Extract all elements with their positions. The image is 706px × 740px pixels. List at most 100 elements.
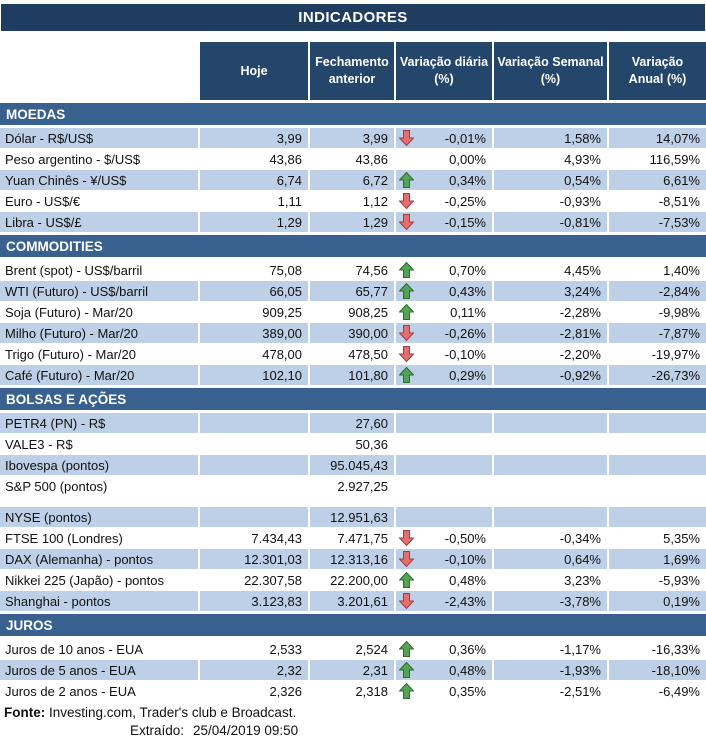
cell-label: S&P 500 (pontos) [0, 476, 198, 496]
cell-label: Yuan Chinês - ¥/US$ [0, 170, 198, 190]
cell-variacao-diaria: -0,25% [396, 191, 492, 211]
cell-variacao-anual: -6,49% [609, 681, 706, 701]
cell-hoje: 102,10 [200, 365, 308, 385]
table-row: Nikkei 225 (Japão) - pontos 22.307,58 22.2… [0, 570, 706, 590]
cell-label: Juros de 10 anos - EUA [0, 639, 198, 659]
cell-variacao-semanal: -0,34% [494, 528, 607, 548]
column-header-5: Variação Anual (%) [609, 42, 706, 100]
cell-variacao-anual: -7,53% [609, 212, 706, 232]
footer: Fonte: Investing.com, Trader's club e Br… [0, 705, 706, 740]
page-title-text: INDICADORES [298, 9, 408, 26]
cell-hoje: 2,326 [200, 681, 308, 701]
table-row: Trigo (Futuro) - Mar/20 478,00 478,50 -0,10… [0, 344, 706, 364]
cell-variacao-diaria: -0,10% [396, 344, 492, 364]
cell-fechamento: 50,36 [310, 434, 394, 454]
cell-variacao-semanal: -2,20% [494, 344, 607, 364]
cell-variacao-diaria: 0,36% [396, 639, 492, 659]
column-header-4: Variação Semanal (%) [494, 42, 607, 100]
cell-variacao-semanal: -0,92% [494, 365, 607, 385]
cell-hoje: 2,32 [200, 660, 308, 680]
cell-fechamento: 908,25 [310, 302, 394, 322]
cell-variacao-anual [609, 434, 706, 454]
cell-variacao-anual: -18,10% [609, 660, 706, 680]
extracted-value: 25/04/2019 09:50 [193, 722, 299, 738]
cell-fechamento: 12.951,63 [310, 507, 394, 527]
cell-hoje: 1,29 [200, 212, 308, 232]
cell-variacao-semanal: -3,78% [494, 591, 607, 611]
cell-variacao-diaria: -0,26% [396, 323, 492, 343]
table-row: WTI (Futuro) - US$/barril 66,05 65,77 0,43%… [0, 281, 706, 301]
cell-fechamento: 43,86 [310, 149, 394, 169]
up-arrow-icon [399, 662, 414, 678]
cell-variacao-diaria: 0,43% [396, 281, 492, 301]
table-row: Brent (spot) - US$/barril 75,08 74,56 0,70%… [0, 260, 706, 280]
cell-hoje: 389,00 [200, 323, 308, 343]
cell-fechamento: 3.201,61 [310, 591, 394, 611]
cell-variacao-semanal: -1,93% [494, 660, 607, 680]
source-line: Fonte: Investing.com, Trader's club e Br… [4, 705, 706, 722]
cell-variacao-semanal: 4,93% [494, 149, 607, 169]
cell-variacao-diaria: 0,48% [396, 570, 492, 590]
table-row: S&P 500 (pontos) 2.927,25 [0, 476, 706, 496]
cell-variacao-anual: 14,07% [609, 128, 706, 148]
down-arrow-icon [399, 551, 414, 567]
table-row: Dólar - R$/US$ 3,99 3,99 -0,01% 1,58% 14,07% [0, 128, 706, 148]
cell-hoje: 75,08 [200, 260, 308, 280]
up-arrow-icon [399, 683, 414, 699]
cell-variacao-semanal [494, 507, 607, 527]
table-row: Shanghai - pontos 3.123,83 3.201,61 -2,43% -… [0, 591, 706, 611]
spacer-row [0, 497, 706, 507]
table-row: Yuan Chinês - ¥/US$ 6,74 6,72 0,34% 0,54% 6,6… [0, 170, 706, 190]
cell-label: Milho (Futuro) - Mar/20 [0, 323, 198, 343]
cell-label: VALE3 - R$ [0, 434, 198, 454]
cell-hoje: 7.434,43 [200, 528, 308, 548]
cell-fechamento: 1,29 [310, 212, 394, 232]
cell-fechamento: 3,99 [310, 128, 394, 148]
up-arrow-icon [399, 262, 414, 278]
cell-label: FTSE 100 (Londres) [0, 528, 198, 548]
cell-label: Nikkei 225 (Japão) - pontos [0, 570, 198, 590]
cell-variacao-semanal: -1,17% [494, 639, 607, 659]
table-row: Juros de 10 anos - EUA 2,533 2,524 0,36% -1,… [0, 639, 706, 659]
cell-fechamento: 6,72 [310, 170, 394, 190]
up-arrow-icon [399, 172, 414, 188]
down-arrow-icon [399, 325, 414, 341]
cell-label: DAX (Alemanha) - pontos [0, 549, 198, 569]
cell-label: Café (Futuro) - Mar/20 [0, 365, 198, 385]
cell-fechamento: 27,60 [310, 413, 394, 433]
up-arrow-icon [399, 367, 414, 383]
cell-variacao-diaria: -0,15% [396, 212, 492, 232]
cell-hoje [200, 434, 308, 454]
down-arrow-icon [399, 346, 414, 362]
cell-hoje [200, 413, 308, 433]
source-label: Fonte: [4, 705, 46, 720]
table-row: Café (Futuro) - Mar/20 102,10 101,80 0,29% -… [0, 365, 706, 385]
table-row: FTSE 100 (Londres) 7.434,43 7.471,75 -0,50%… [0, 528, 706, 548]
cell-variacao-semanal: 3,23% [494, 570, 607, 590]
table-row: Milho (Futuro) - Mar/20 389,00 390,00 -0,26… [0, 323, 706, 343]
cell-label: Juros de 2 anos - EUA [0, 681, 198, 701]
cell-fechamento: 95.045,43 [310, 455, 394, 475]
cell-fechamento: 1,12 [310, 191, 394, 211]
cell-variacao-semanal [494, 413, 607, 433]
cell-variacao-anual: 1,69% [609, 549, 706, 569]
cell-fechamento: 7.471,75 [310, 528, 394, 548]
cell-label: Juros de 5 anos - EUA [0, 660, 198, 680]
cell-hoje: 43,86 [200, 149, 308, 169]
cell-variacao-semanal: -0,93% [494, 191, 607, 211]
page-title: INDICADORES [1, 4, 705, 31]
cell-variacao-anual: -7,87% [609, 323, 706, 343]
cell-label: Peso argentino - $/US$ [0, 149, 198, 169]
column-header-3: Variação diária (%) [396, 42, 492, 100]
cell-variacao-semanal [494, 455, 607, 475]
cell-variacao-diaria [396, 476, 492, 496]
cell-variacao-diaria [396, 507, 492, 527]
cell-label: Shanghai - pontos [0, 591, 198, 611]
cell-label: Libra - US$/£ [0, 212, 198, 232]
cell-variacao-semanal: -2,81% [494, 323, 607, 343]
cell-fechamento: 478,50 [310, 344, 394, 364]
column-header-2: Fechamento anterior [310, 42, 394, 100]
cell-fechamento: 12.313,16 [310, 549, 394, 569]
cell-hoje [200, 507, 308, 527]
cell-fechamento: 2,524 [310, 639, 394, 659]
